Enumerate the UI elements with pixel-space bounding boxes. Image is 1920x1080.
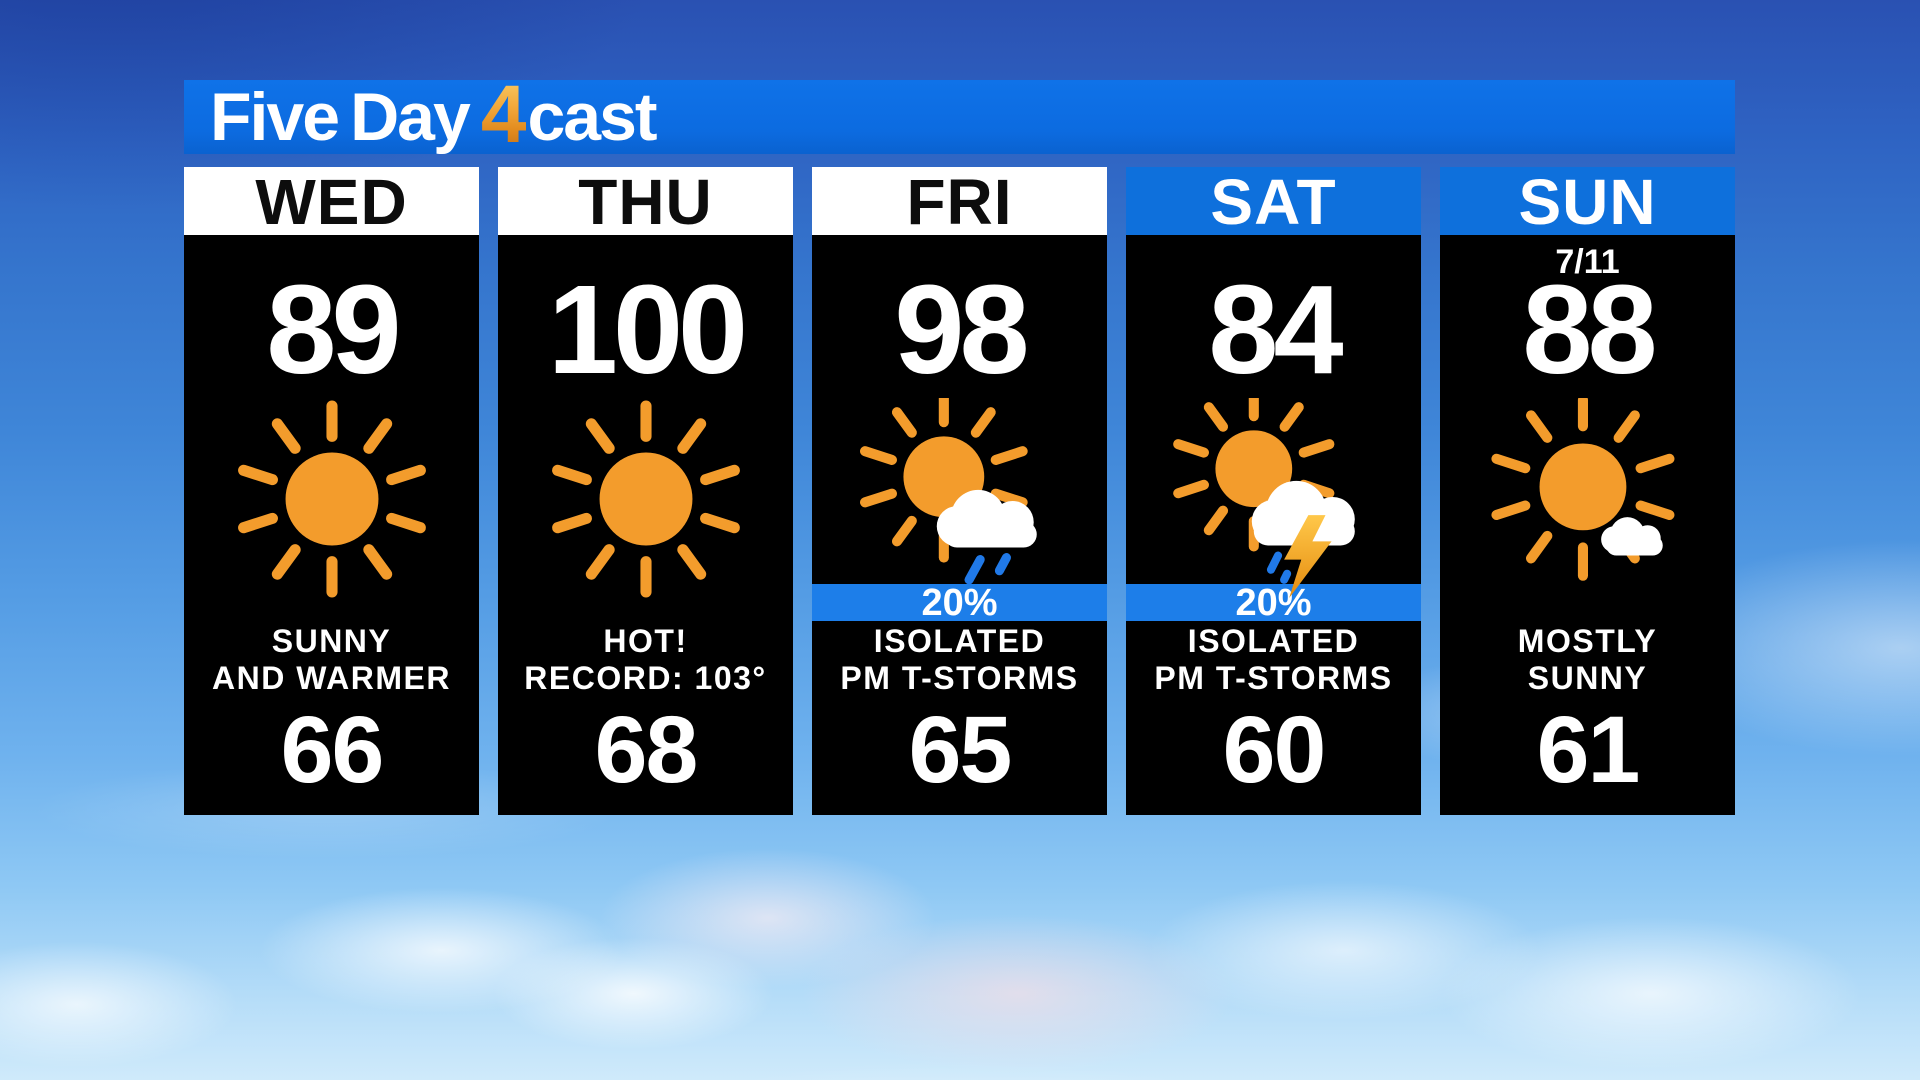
day-card-wed: WED 89 SUNNY — [184, 167, 479, 815]
sun-icon — [184, 398, 479, 600]
day-card-fri: FRI 98 — [812, 167, 1107, 815]
forecast-columns: WED 89 SUNNY — [184, 167, 1735, 815]
condition-text: ISOLATED PM T-STORMS — [1154, 623, 1393, 696]
sun-cloud-icon — [1440, 398, 1735, 600]
day-label: THU — [498, 167, 793, 237]
low-temp: 65 — [908, 697, 1013, 803]
day-card-sat: SAT 84 — [1126, 167, 1421, 815]
brand-word-cast: cast — [527, 79, 657, 155]
high-temp: 89 — [266, 259, 401, 400]
low-temp: 68 — [594, 697, 699, 803]
day-label: WED — [184, 167, 479, 237]
day-label: SAT — [1126, 167, 1421, 237]
condition-text: MOSTLY SUNNY — [1517, 623, 1658, 696]
brand-word-day: Day — [350, 79, 471, 155]
low-temp: 60 — [1222, 697, 1327, 803]
low-temp: 61 — [1536, 697, 1641, 803]
high-temp: 100 — [547, 259, 748, 400]
precip-chance-badge: 20% — [1126, 584, 1421, 622]
condition-text: HOT! RECORD: 103° — [524, 623, 767, 696]
high-temp: 98 — [894, 259, 1029, 400]
logo-bar: Five Day 4 cast — [184, 69, 1735, 160]
five-day-forecast-panel: Five Day 4 cast WED 89 — [184, 69, 1735, 815]
condition-text: SUNNY AND WARMER — [212, 623, 451, 696]
high-temp: 84 — [1208, 259, 1343, 400]
sun-icon — [498, 398, 793, 600]
sun-cloud-rain-icon — [812, 398, 1107, 600]
precip-chance-badge: 20% — [812, 584, 1107, 622]
day-label: FRI — [812, 167, 1107, 237]
condition-text: ISOLATED PM T-STORMS — [840, 623, 1079, 696]
low-temp: 66 — [280, 697, 385, 803]
date-label: 7/11 — [1555, 243, 1620, 281]
brand-numeral-4: 4 — [480, 69, 527, 160]
thunderstorm-icon — [1126, 398, 1421, 600]
day-card-sun: SUN 7/11 88 — [1440, 167, 1735, 815]
day-label: SUN — [1440, 167, 1735, 237]
brand-word-five: Five — [210, 79, 340, 155]
high-temp: 88 — [1522, 259, 1657, 400]
day-card-thu: THU 100 HOT! — [498, 167, 793, 815]
